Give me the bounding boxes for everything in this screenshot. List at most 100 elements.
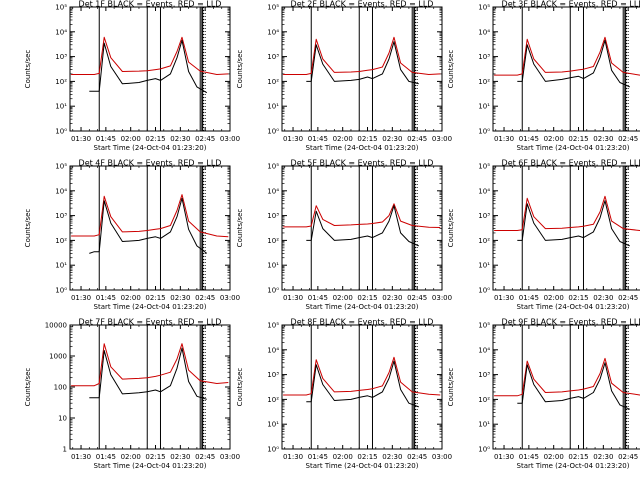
panel-title: Det 6F BLACK = Events, RED = LLD xyxy=(502,159,640,168)
x-tick-label: 02:00 xyxy=(121,294,141,302)
plot-frame xyxy=(492,324,640,450)
y-axis-label: Counts/sec xyxy=(447,50,455,89)
y-tick-label: 10¹ xyxy=(478,421,490,429)
y-tick-label: 10⁴ xyxy=(478,346,490,354)
x-tick-label: 01:45 xyxy=(519,453,539,461)
plot-frame xyxy=(281,324,443,450)
series-lld-line xyxy=(283,203,441,228)
y-tick-label: 10000 xyxy=(45,322,67,330)
x-tick-label: 02:30 xyxy=(382,135,402,143)
x-tick-label: 02:45 xyxy=(407,453,427,461)
panel-3: 10⁰ 10¹ 10² 10³ 10⁴ 10⁵ 01:30 01:45 02:00 02:15 02… xyxy=(447,0,640,152)
x-tick-label: 01:45 xyxy=(96,294,116,302)
y-tick-label: 10⁵ xyxy=(55,163,67,171)
series-lld-line xyxy=(494,357,640,397)
x-tick-label: 02:45 xyxy=(618,453,638,461)
x-tick-label: 01:30 xyxy=(494,453,514,461)
x-tick-label: 02:45 xyxy=(618,294,638,302)
x-tick-label: 03:00 xyxy=(432,294,452,302)
x-tick-label: 01:30 xyxy=(71,294,91,302)
y-tick-label: 10⁰ xyxy=(478,446,490,454)
x-tick-label: 03:00 xyxy=(220,135,240,143)
y-tick-label: 10⁴ xyxy=(55,187,67,195)
y-axis-label: Counts/sec xyxy=(236,50,244,89)
x-tick-label: 02:30 xyxy=(593,453,613,461)
y-tick-label: 10⁰ xyxy=(267,446,279,454)
y-tick-label: 100 xyxy=(54,384,67,392)
series-events-line xyxy=(306,205,420,247)
x-tick-label: 02:45 xyxy=(407,294,427,302)
series-lld-line xyxy=(71,194,229,238)
y-tick-label: 10⁵ xyxy=(267,163,279,171)
x-tick-label: 03:00 xyxy=(220,294,240,302)
x-tick-label: 01:30 xyxy=(494,294,514,302)
x-tick-label: 02:45 xyxy=(195,135,215,143)
x-tick-label: 02:45 xyxy=(195,453,215,461)
y-axis-label: Counts/sec xyxy=(447,209,455,248)
panel-5: 10⁰ 10¹ 10² 10³ 10⁴ 10⁵ 01:30 01:45 02:00 02:15 02… xyxy=(236,159,452,312)
y-tick-label: 10¹ xyxy=(478,262,490,270)
y-tick-label: 1000 xyxy=(49,353,67,361)
y-tick-label: 10¹ xyxy=(267,103,279,111)
y-tick-label: 10⁰ xyxy=(267,128,279,136)
y-tick-label: 10¹ xyxy=(478,103,490,111)
y-tick-label: 10⁴ xyxy=(478,187,490,195)
x-tick-label: 02:30 xyxy=(593,294,613,302)
y-tick-label: 10⁰ xyxy=(267,287,279,295)
panel-title: Det 8F BLACK = Events, RED = LLD xyxy=(291,318,434,327)
x-tick-label: 01:30 xyxy=(71,135,91,143)
x-tick-label: 01:45 xyxy=(519,294,539,302)
panel-title: Det 1F BLACK = Events, RED = LLD xyxy=(79,0,222,9)
y-tick-label: 10² xyxy=(55,78,67,86)
y-tick-label: 10⁴ xyxy=(267,346,279,354)
panel-9: 10⁰ 10¹ 10² 10³ 10⁴ 10⁵ 01:30 01:45 02:00 02:15 02… xyxy=(447,318,640,470)
y-tick-label: 10² xyxy=(267,237,279,245)
y-tick-label: 10⁵ xyxy=(478,163,490,171)
x-tick-label: 02:45 xyxy=(407,135,427,143)
x-tick-label: 02:30 xyxy=(382,294,402,302)
y-tick-label: 10⁵ xyxy=(55,4,67,12)
x-tick-label: 02:30 xyxy=(170,453,190,461)
panel-1: 10⁰ 10¹ 10² 10³ 10⁴ 10⁵ 01:30 01:45 02:00 02:15 02… xyxy=(24,0,240,152)
x-tick-label: 02:00 xyxy=(333,453,353,461)
y-tick-label: 10¹ xyxy=(55,262,67,270)
panel-title: Det 4F BLACK = Events, RED = LLD xyxy=(79,159,222,168)
x-tick-label: 01:45 xyxy=(96,135,116,143)
x-tick-label: 02:00 xyxy=(121,453,141,461)
x-tick-label: 01:30 xyxy=(283,453,303,461)
x-tick-label: 01:30 xyxy=(71,453,91,461)
y-tick-label: 10⁵ xyxy=(478,322,490,330)
x-tick-label: 02:15 xyxy=(568,294,588,302)
x-tick-label: 02:30 xyxy=(170,135,190,143)
series-lld-line xyxy=(494,36,640,76)
plot-frame xyxy=(69,6,231,132)
x-tick-label: 02:00 xyxy=(544,135,564,143)
x-tick-label: 02:00 xyxy=(333,135,353,143)
x-axis-label: Start Time (24-Oct-04 01:23:20) xyxy=(306,462,419,470)
x-tick-label: 02:00 xyxy=(544,453,564,461)
series-events-line xyxy=(517,362,631,410)
y-tick-label: 10² xyxy=(267,78,279,86)
panel-title: Det 9F BLACK = Events, RED = LLD xyxy=(502,318,640,327)
series-lld-line xyxy=(283,356,441,396)
y-tick-label: 10³ xyxy=(267,212,279,220)
series-events-line xyxy=(89,197,208,254)
series-events-line xyxy=(306,360,419,408)
x-tick-label: 02:15 xyxy=(145,453,165,461)
y-axis-label: Counts/sec xyxy=(447,368,455,407)
x-tick-label: 02:00 xyxy=(121,135,141,143)
y-tick-label: 10³ xyxy=(267,53,279,61)
x-tick-label: 02:45 xyxy=(195,294,215,302)
series-events-line xyxy=(517,39,631,88)
series-events-line xyxy=(306,41,419,85)
x-tick-label: 02:15 xyxy=(568,453,588,461)
y-axis-label: Counts/sec xyxy=(236,368,244,407)
x-axis-label: Start Time (24-Oct-04 01:23:20) xyxy=(517,144,630,152)
y-axis-label: Counts/sec xyxy=(24,209,32,248)
series-events-line xyxy=(89,347,207,400)
x-tick-label: 03:00 xyxy=(220,453,240,461)
x-tick-label: 02:00 xyxy=(333,294,353,302)
y-axis-label: Counts/sec xyxy=(236,209,244,248)
panel-title: Det 3F BLACK = Events, RED = LLD xyxy=(502,0,640,9)
x-tick-label: 02:15 xyxy=(357,453,377,461)
